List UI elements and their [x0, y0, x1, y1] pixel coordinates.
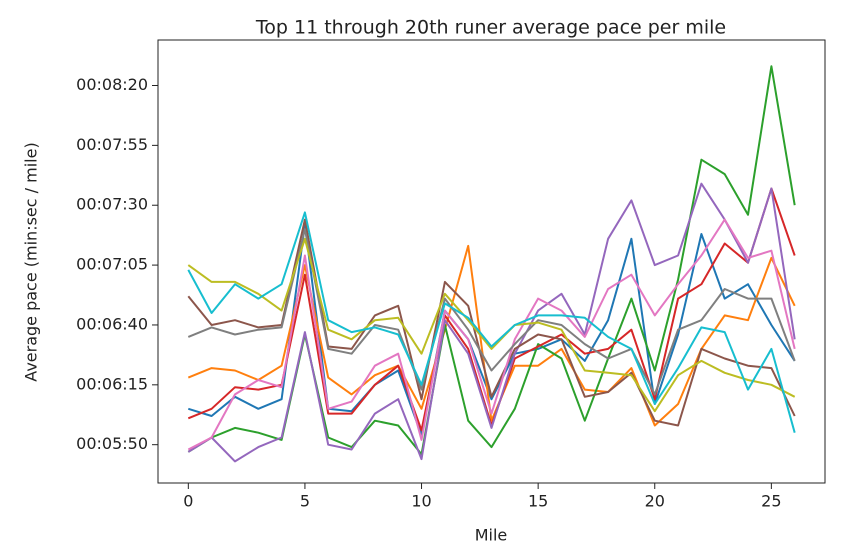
series-line: [187, 228, 796, 396]
plot-frame: [157, 39, 826, 484]
chart-title: Top 11 through 20th runer average pace p…: [255, 17, 726, 39]
series-line: [187, 237, 796, 413]
y-tick-label: 00:07:55: [76, 135, 148, 154]
x-tick-label: 25: [761, 492, 781, 511]
y-tick-label: 00:06:15: [76, 374, 148, 393]
series-line: [188, 223, 796, 437]
series-line: [187, 211, 796, 433]
y-tick-label: 00:08:20: [76, 75, 148, 94]
series-line: [187, 182, 796, 463]
y-tick-label: 00:05:50: [76, 434, 148, 453]
y-tick-label: 00:07:05: [76, 255, 148, 274]
series-line: [187, 244, 796, 427]
x-tick-label: 20: [645, 492, 665, 511]
x-tick-label: 0: [183, 492, 193, 511]
series-line: [187, 218, 796, 451]
x-tick-label: 10: [411, 492, 431, 511]
y-tick-label: 00:06:40: [76, 314, 148, 333]
x-tick-label: 5: [300, 492, 310, 511]
y-tick-label: 00:07:30: [76, 195, 148, 214]
x-tick-label: 15: [528, 492, 548, 511]
y-axis-label: Average pace (min:sec / mile): [22, 142, 41, 381]
x-axis-label: Mile: [475, 526, 508, 545]
